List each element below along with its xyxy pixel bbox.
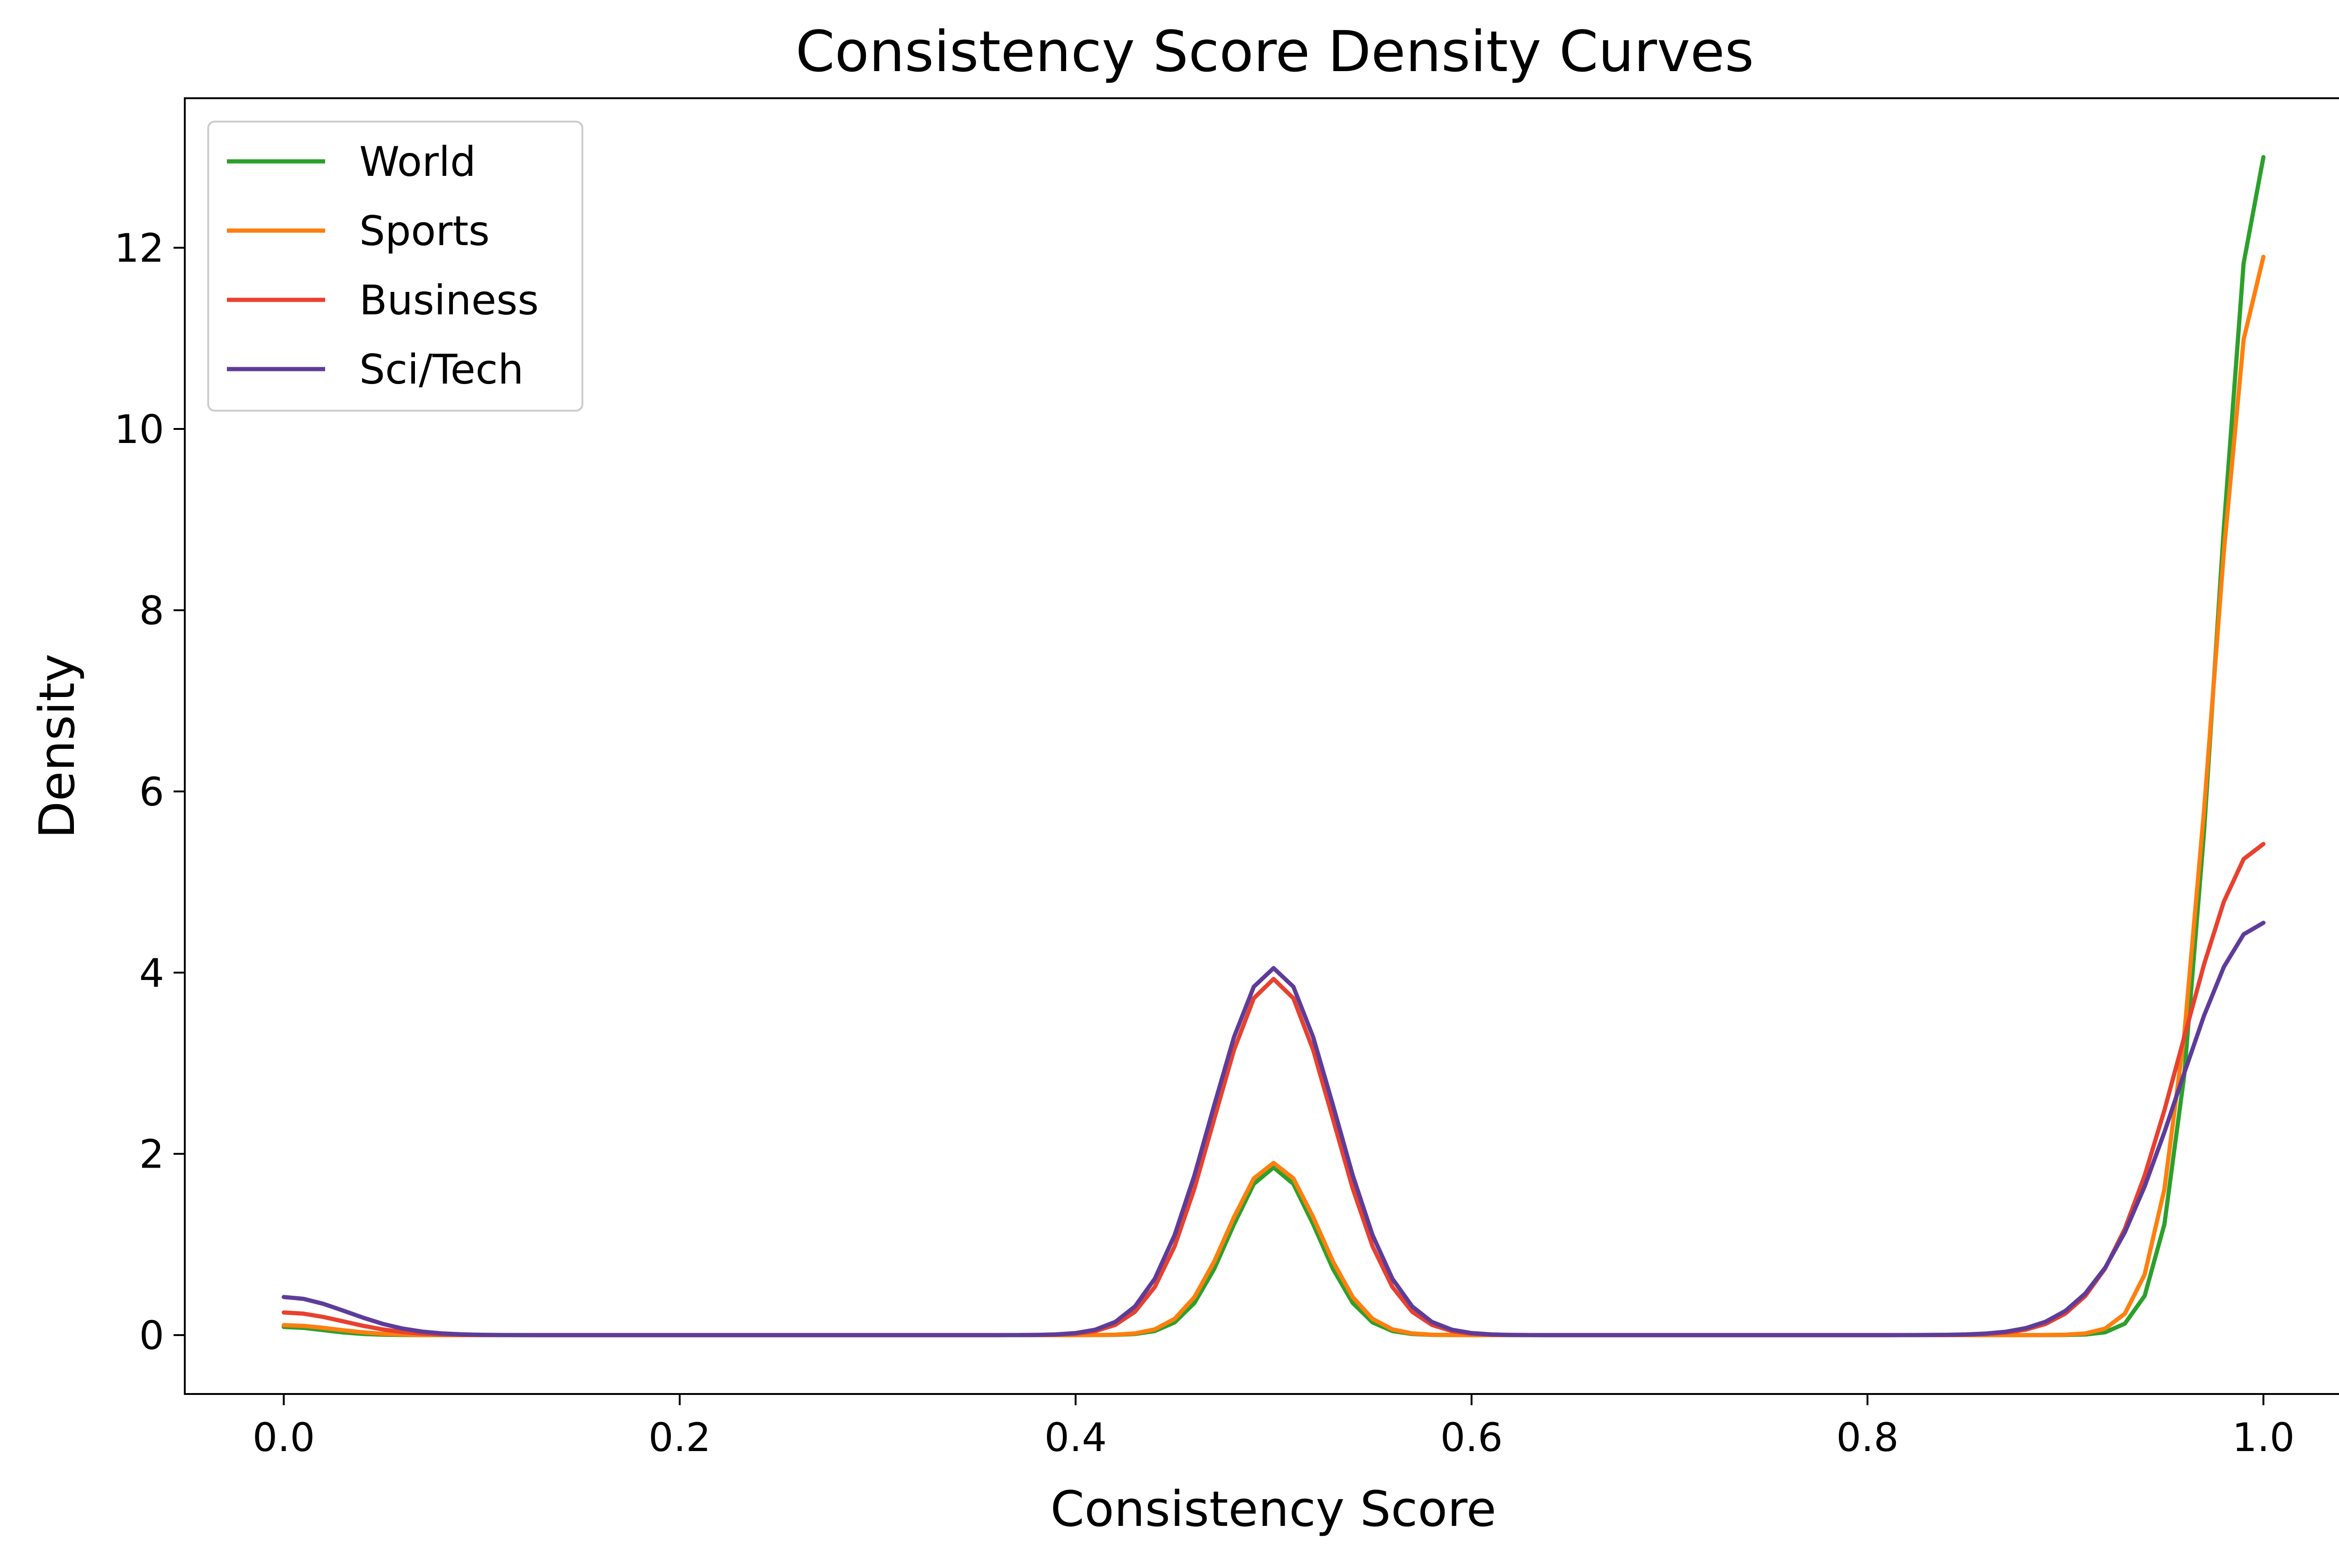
y-tick-label: 2: [139, 1132, 164, 1177]
x-axis-label: Consistency Score: [1050, 1481, 1496, 1538]
legend-label: Sports: [359, 207, 490, 255]
chart-title: Consistency Score Density Curves: [796, 20, 1754, 85]
y-tick-label: 10: [114, 407, 164, 452]
x-tick-label: 0.6: [1440, 1415, 1503, 1460]
y-tick-label: 12: [114, 225, 164, 271]
plot-lines: [282, 155, 2266, 1337]
x-tick-label: 0.2: [648, 1415, 711, 1460]
y-tick-label: 4: [139, 950, 164, 996]
y-tick-label: 8: [139, 588, 164, 633]
legend-label: World: [359, 138, 476, 186]
x-axis-ticks: 0.0 0.2 0.4 0.6 0.8 1.0: [253, 1394, 2295, 1460]
legend-label: Sci/Tech: [359, 346, 523, 393]
y-tick-label: 0: [139, 1313, 164, 1358]
legend-box: [207, 121, 583, 412]
x-tick-label: 0.0: [253, 1415, 315, 1460]
y-axis-ticks: 0 2 4 6 8 10 12: [114, 225, 185, 1358]
series-line-sci-tech: [282, 921, 2266, 1337]
x-tick-label: 1.0: [2232, 1415, 2295, 1460]
plot-frame: [184, 97, 2339, 1395]
x-tick-label: 0.8: [1836, 1415, 1899, 1460]
legend-label: Business: [359, 276, 539, 324]
y-axis-label: Density: [29, 653, 86, 838]
y-tick-label: 6: [139, 769, 164, 815]
legend: World Sports Business Sci/Tech: [207, 121, 583, 412]
x-tick-label: 0.4: [1045, 1415, 1107, 1460]
